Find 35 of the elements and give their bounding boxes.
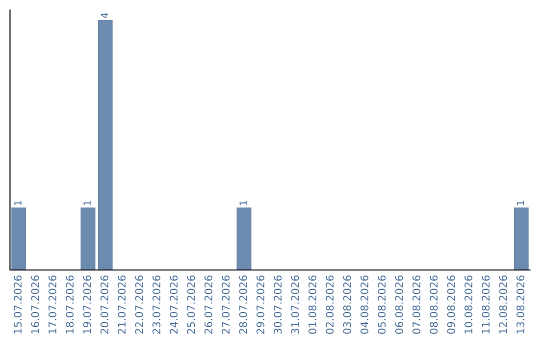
x-tick-label: 30.07.2026	[274, 276, 282, 334]
data-label: 1	[14, 200, 22, 206]
x-tick-label: 13.08.2026	[516, 276, 524, 334]
x-tick-label: 28.07.2026	[239, 276, 248, 334]
x-tick-label: 24.07.2026	[170, 276, 178, 334]
x-tick-label: 17.07.2026	[48, 276, 56, 334]
x-tick-label: 05.08.2026	[378, 276, 386, 334]
x-tick-label: 04.08.2026	[360, 276, 368, 334]
x-tick-label: 08.08.2026	[430, 276, 438, 334]
x-tick-label: 18.07.2026	[66, 276, 74, 334]
x-tick-label: 26.07.2026	[204, 276, 212, 334]
x-tick-label: 06.08.2026	[395, 276, 404, 334]
x-tick-label: 23.07.2026	[152, 276, 160, 334]
data-label: 4	[100, 12, 108, 18]
data-label: 1	[84, 200, 91, 206]
x-tick-label: 09.08.2026	[447, 276, 456, 334]
x-tick-label: 27.07.2026	[222, 276, 230, 334]
x-tick-label: 11.08.2026	[482, 276, 490, 334]
x-tick-label: 02.08.2026	[326, 276, 334, 334]
data-label: 1	[240, 200, 247, 206]
x-tick-label: 20.07.2026	[100, 276, 108, 334]
x-tick-label: 12.08.2026	[499, 276, 508, 334]
x-tick-label: 10.08.2026	[464, 276, 472, 334]
x-tick-label: 07.08.2026	[412, 276, 420, 334]
x-tick-label: 29.07.2026	[256, 276, 264, 334]
x-tick-label: 31.07.2026	[291, 276, 300, 334]
x-tick-label: 21.07.2026	[118, 276, 126, 334]
x-tick-label: 22.07.2026	[135, 276, 144, 334]
data-label: 1	[516, 200, 524, 206]
x-tick-label: 03.08.2026	[343, 276, 352, 334]
x-tick-label: 25.07.2026	[187, 276, 196, 334]
x-tick-label: 15.07.2026	[14, 276, 22, 334]
x-tick-label: 19.07.2026	[83, 276, 92, 334]
x-tick-label: 01.08.2026	[308, 276, 316, 334]
x-tick-label: 16.07.2026	[31, 276, 40, 334]
